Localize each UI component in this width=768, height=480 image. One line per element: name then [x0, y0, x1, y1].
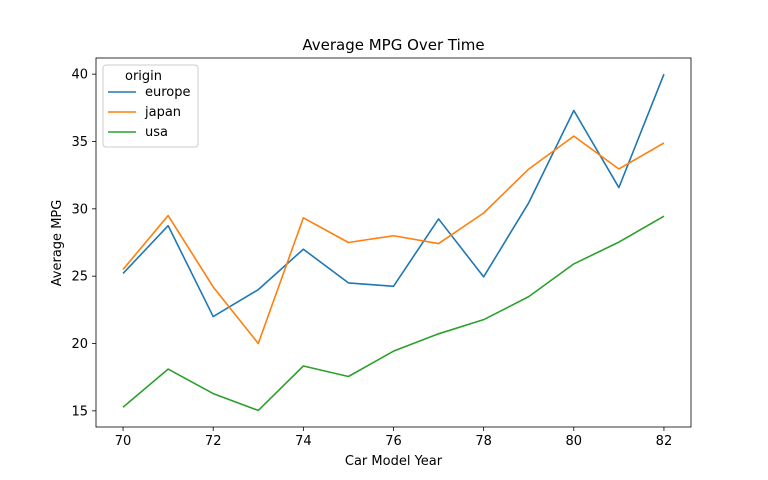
x-tick-label: 70 [115, 434, 132, 449]
y-tick-label: 40 [71, 68, 88, 83]
y-tick-label: 15 [71, 404, 88, 419]
series-line-japan [122, 135, 665, 345]
x-axis: 70 72 74 76 78 80 82 [115, 427, 672, 449]
series-line-europe [122, 73, 665, 318]
legend-label-usa: usa [145, 125, 168, 140]
y-tick-label: 20 [71, 337, 88, 352]
x-tick-label: 78 [475, 434, 492, 449]
x-tick-label: 76 [385, 434, 402, 449]
legend-label-europe: europe [145, 85, 191, 100]
x-axis-label: Car Model Year [345, 454, 443, 469]
y-axis-label: Average MPG [50, 200, 65, 287]
y-tick-label: 35 [71, 135, 88, 150]
x-tick-label: 80 [566, 434, 583, 449]
y-axis: 15 20 25 30 35 40 [71, 68, 96, 419]
legend-title: origin [125, 69, 162, 84]
y-tick-label: 25 [71, 270, 88, 285]
x-tick-label: 82 [656, 434, 673, 449]
series-line-usa [122, 215, 665, 412]
x-tick-label: 74 [295, 434, 312, 449]
chart-title: Average MPG Over Time [302, 36, 484, 54]
legend-label-japan: japan [144, 105, 181, 120]
legend-box [102, 64, 199, 148]
x-tick-label: 72 [205, 434, 222, 449]
y-tick-label: 30 [71, 202, 88, 217]
series-layer [122, 73, 665, 412]
